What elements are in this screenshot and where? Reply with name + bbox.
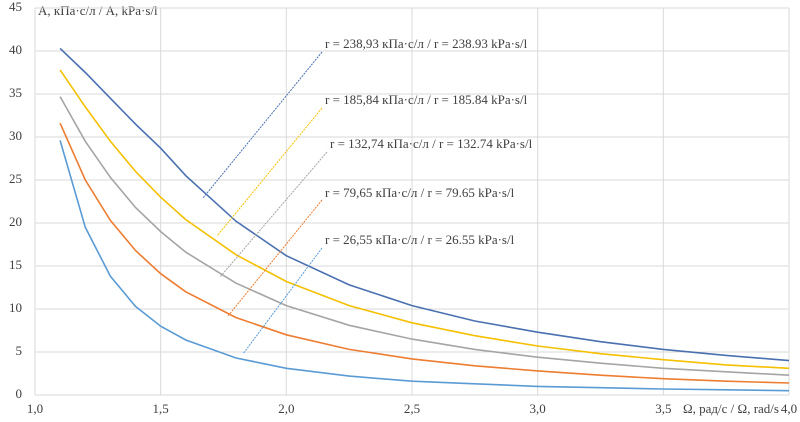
leader-line <box>216 107 323 237</box>
data-line <box>59 69 790 370</box>
series-label: r = 185,84 кПа·с/л / r = 185.84 kPa·s/l <box>325 92 528 107</box>
data-line <box>59 96 790 376</box>
x-tick-label: 3,5 <box>655 401 671 416</box>
leader-line <box>202 51 323 199</box>
series-label: r = 132,74 кПа·с/л / r = 132.74 kPa·s/l <box>330 136 533 151</box>
x-tick-label: 2,0 <box>278 401 294 416</box>
y-tick-label: 40 <box>9 42 22 57</box>
leader-line <box>219 151 328 278</box>
x-axis-title: Ω, рад/с / Ω, rad/s <box>683 401 779 416</box>
leader-line <box>242 247 323 355</box>
y-tick-label: 0 <box>16 386 23 401</box>
series-label: r = 79,65 кПа·с/л / r = 79.65 kPa·s/l <box>325 185 515 200</box>
series-label: r = 238,93 кПа·с/л / r = 238.93 kPa·s/l <box>325 36 528 51</box>
y-tick-label: 45 <box>9 0 22 14</box>
leader-line <box>227 199 323 317</box>
x-tick-label: 4,0 <box>781 401 797 416</box>
data-line <box>59 140 790 392</box>
y-tick-label: 30 <box>9 128 22 143</box>
data-line <box>59 47 790 362</box>
y-tick-label: 5 <box>16 343 23 358</box>
x-tick-label: 2,5 <box>404 401 420 416</box>
series-label: r = 26,55 кПа·с/л / r = 26.55 kPa·s/l <box>325 232 515 247</box>
y-tick-label: 25 <box>9 171 22 186</box>
x-tick-label: 1,5 <box>153 401 169 416</box>
y-tick-label: 10 <box>9 300 22 315</box>
y-tick-label: 35 <box>9 85 22 100</box>
data-line <box>59 122 790 384</box>
x-tick-label: 3,0 <box>530 401 546 416</box>
y-axis-title: A, кПа·с/л / A, kPa·s/l <box>38 3 158 18</box>
x-tick-label: 1,0 <box>27 401 43 416</box>
y-tick-label: 15 <box>9 257 22 272</box>
y-tick-label: 20 <box>9 214 22 229</box>
